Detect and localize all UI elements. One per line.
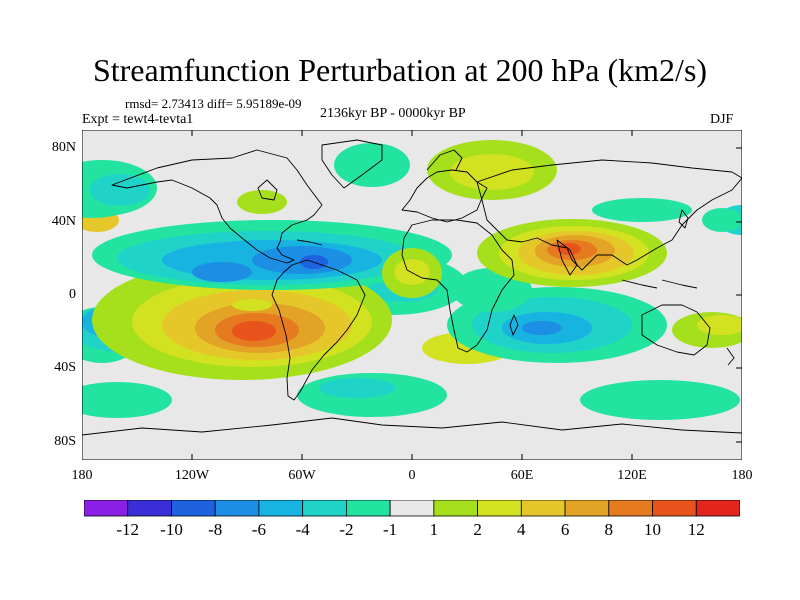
colorbar-box xyxy=(477,500,522,517)
colorbar-label: -1 xyxy=(383,520,398,539)
contour-region xyxy=(697,315,742,335)
colorbar-box xyxy=(433,500,478,517)
coastline-indonesia xyxy=(621,279,698,289)
colorbar-label: 4 xyxy=(517,520,526,539)
colorbar-label: -12 xyxy=(116,520,140,539)
colorbar xyxy=(84,500,740,517)
map-title: Streamfunction Perturbation at 200 hPa (… xyxy=(92,52,708,88)
contour-region xyxy=(82,382,172,418)
colorbar-label: -2 xyxy=(339,520,354,539)
axis-ticks xyxy=(191,130,742,460)
coastline-new-zealand xyxy=(726,347,735,366)
colorbar-label: -10 xyxy=(160,520,183,539)
contour-region xyxy=(702,208,742,232)
colorbar-label: -6 xyxy=(251,520,266,539)
contour-fills xyxy=(82,140,742,420)
colorbar-label: 1 xyxy=(429,520,439,539)
colorbar-box xyxy=(345,500,391,517)
contour-region xyxy=(232,321,276,341)
season-label: DJF xyxy=(710,112,734,127)
contour-region xyxy=(334,143,410,187)
coastline-antarctica xyxy=(82,417,742,436)
coastline-north-america xyxy=(111,149,323,264)
coastline-asia xyxy=(476,159,742,271)
lon-label-120e: 120E xyxy=(617,468,647,483)
experiment-label: Expt = tewt4-tevta1 xyxy=(82,112,194,127)
lat-label-80s: 80S xyxy=(54,434,76,449)
contour-region xyxy=(232,299,272,311)
colorbar-boxes xyxy=(84,500,740,517)
colorbar-label: 6 xyxy=(560,520,570,539)
contour-region xyxy=(450,154,534,190)
colorbar-label: 10 xyxy=(644,520,661,539)
contour-region xyxy=(394,259,430,285)
colorbar-box xyxy=(258,500,304,517)
colorbar-label: -8 xyxy=(208,520,223,539)
contour-region xyxy=(237,190,287,214)
contour-region xyxy=(522,321,562,335)
coastline-india xyxy=(556,239,578,276)
coastline-japan xyxy=(678,209,689,229)
colorbar-box xyxy=(695,500,740,517)
lon-label-120w: 120W xyxy=(174,468,210,483)
contour-region xyxy=(90,174,150,206)
coastline-africa xyxy=(401,219,515,353)
coastline-greenland xyxy=(321,139,383,189)
colorbar-box xyxy=(608,500,653,517)
coastline-madagascar xyxy=(509,314,519,336)
lat-label-80n: 80N xyxy=(51,140,76,155)
lon-label-180w: 180 xyxy=(71,468,93,483)
period-label: 2136kyr BP - 0000kyr BP xyxy=(320,106,466,121)
colorbar-label: 2 xyxy=(473,520,482,539)
colorbar-label: -4 xyxy=(295,520,310,539)
colorbar-box xyxy=(127,500,172,517)
colorbar-box xyxy=(171,500,216,517)
lon-label-60w: 60W xyxy=(288,468,316,483)
colorbar-box xyxy=(302,500,347,517)
coastline-hudson-bay xyxy=(257,179,278,201)
colorbar-box xyxy=(520,500,566,517)
colorbar-label: 12 xyxy=(687,520,705,539)
coastline-south-america xyxy=(271,259,366,401)
lon-label-180e: 180 xyxy=(731,468,753,483)
lat-label-40n: 40N xyxy=(51,214,76,229)
colorbar-box xyxy=(84,500,129,517)
colorbar-box xyxy=(214,500,260,517)
stats-text: rmsd= 2.73413 diff= 5.95189e-09 xyxy=(125,96,302,111)
colorbar-box xyxy=(564,500,610,517)
contour-region xyxy=(592,198,692,222)
colorbar-box xyxy=(389,500,435,517)
contour-region xyxy=(192,262,252,282)
coastlines xyxy=(82,139,742,436)
coastline-caribbean xyxy=(296,239,323,246)
colorbar-box xyxy=(652,500,697,517)
lon-label-60e: 60E xyxy=(510,468,534,483)
lat-label-eq: 0 xyxy=(69,287,76,302)
coastline-australia xyxy=(641,304,711,356)
coastline-scandinavia xyxy=(426,149,463,171)
lon-label-0: 0 xyxy=(408,468,416,483)
contour-region xyxy=(580,380,740,420)
contour-region xyxy=(319,378,395,398)
lat-label-40s: 40S xyxy=(54,360,76,375)
colorbar-label: 8 xyxy=(604,520,614,539)
streamfunction-map xyxy=(82,130,742,460)
